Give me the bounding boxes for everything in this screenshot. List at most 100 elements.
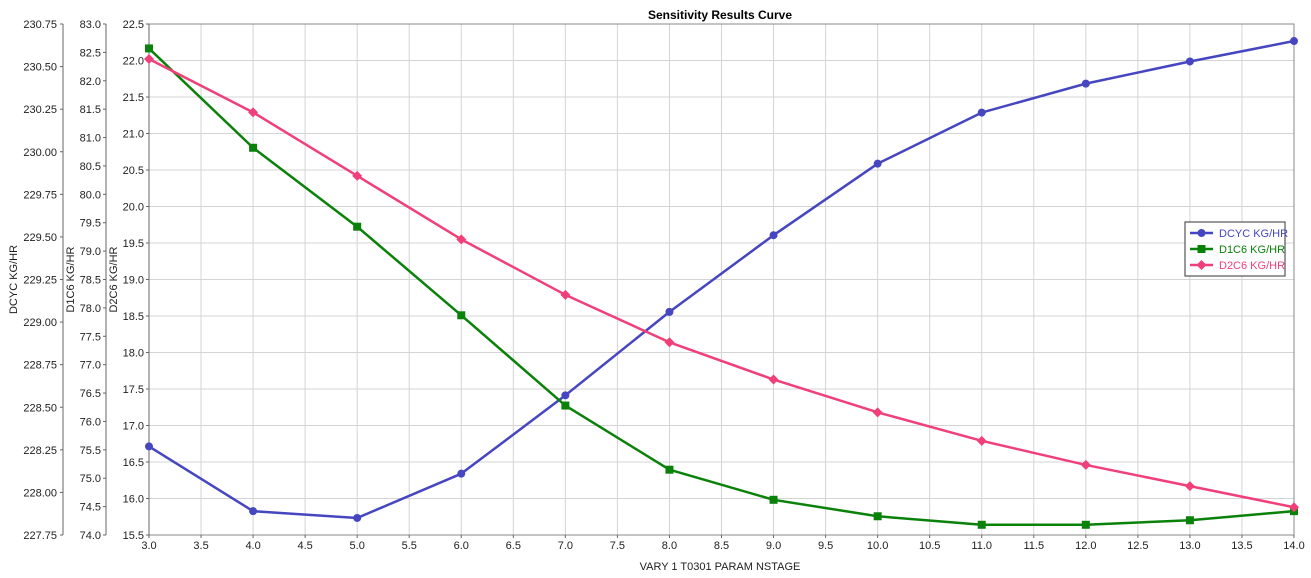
y-tick-label: 79.0	[80, 246, 101, 258]
x-tick-label: 7.0	[558, 540, 573, 552]
y-tick-label: 81.5	[80, 104, 101, 116]
x-tick-label: 11.0	[971, 540, 992, 552]
x-tick-label: 10.5	[919, 540, 940, 552]
y-tick-label: 230.00	[23, 147, 57, 159]
data-point	[1081, 520, 1090, 529]
data-point	[456, 234, 467, 245]
y-tick-label: 82.5	[80, 47, 101, 59]
y-tick-label: 76.0	[80, 416, 101, 428]
data-point	[665, 465, 674, 474]
axes: 3.0 3.5 4.0 4.5 5.0 5.5 6.0 6.5 7.0 7.5 8.0 8.5 9.0 9…	[8, 19, 1305, 552]
data-point	[144, 54, 154, 65]
legend-label: DCYC KG/HR	[1219, 228, 1288, 240]
data-point	[976, 435, 987, 446]
data-point	[1196, 260, 1207, 270]
data-point	[1197, 229, 1206, 237]
y-tick-label: 22.5	[123, 19, 144, 31]
legend-item: DCYC KG/HR	[1190, 228, 1288, 240]
x-axis-label: VARY 1 T0301 PARAM NSTAGE	[640, 561, 801, 573]
x-tick-label: 10.0	[867, 540, 888, 552]
x-tick-label: 12.5	[1127, 540, 1148, 552]
y-tick-label: 15.5	[123, 530, 144, 542]
y-tick-label: 19.5	[123, 238, 144, 250]
x-tick-label: 11.5	[1023, 540, 1044, 552]
data-point	[457, 469, 466, 478]
legend-label: D2C6 KG/HR	[1219, 260, 1285, 272]
data-point	[561, 391, 570, 400]
y-tick-label: 18.5	[123, 311, 144, 323]
x-tick-label: 5.0	[350, 540, 365, 552]
y-tick-label: 227.75	[23, 530, 57, 542]
series	[145, 44, 1298, 529]
x-tick-label: 9.0	[766, 540, 781, 552]
y-tick-label: 79.5	[80, 218, 101, 230]
y-tick-label: 80.0	[80, 189, 101, 201]
x-tick-label: 13.0	[1179, 540, 1200, 552]
x-tick-label: 5.5	[402, 540, 417, 552]
y-tick-label: 228.25	[23, 445, 57, 457]
legend-label: D1C6 KG/HR	[1219, 244, 1285, 256]
data-point	[768, 374, 779, 385]
y-tick-label: 78.5	[80, 275, 101, 287]
y-axis-label: DCYC KG/HR	[8, 245, 20, 314]
y-tick-label: 16.5	[123, 457, 144, 469]
y-tick-label: 16.0	[123, 494, 144, 506]
legend-item: D2C6 KG/HR	[1190, 260, 1285, 272]
x-tick-label: 8.5	[714, 540, 729, 552]
data-point	[664, 337, 675, 348]
y-tick-label: 21.5	[123, 92, 144, 104]
y-tick-label: 228.75	[23, 360, 57, 372]
y-tick-label: 230.75	[23, 19, 57, 31]
data-point	[145, 44, 153, 53]
y-tick-label: 78.0	[80, 303, 101, 315]
series	[145, 37, 1298, 522]
series	[144, 54, 1299, 513]
y-tick-label: 22.0	[123, 56, 144, 68]
data-point	[1081, 79, 1090, 88]
x-tick-label: 14.0	[1283, 540, 1304, 552]
data-point	[1080, 459, 1091, 470]
y-tick-label: 75.0	[80, 473, 101, 485]
y-tick-label: 20.0	[123, 202, 144, 214]
x-tick-label: 6.0	[454, 540, 469, 552]
data-point	[873, 512, 882, 521]
y-tick-label: 80.5	[80, 161, 101, 173]
data-point	[145, 442, 153, 451]
data-point	[249, 507, 258, 516]
y-tick-label: 229.00	[23, 317, 57, 329]
series-line	[148, 39, 1295, 520]
data-point	[1184, 481, 1195, 492]
series-line	[148, 47, 1295, 527]
data-point	[977, 520, 986, 529]
y-tick-label: 82.0	[80, 76, 101, 88]
y-tick-label: 229.50	[23, 232, 57, 244]
x-tick-label: 4.5	[297, 540, 312, 552]
y-tick-label: 77.0	[80, 360, 101, 372]
chart-title: Sensitivity Results Curve	[648, 8, 792, 22]
y-tick-label: 81.0	[80, 133, 101, 145]
data-point	[1197, 245, 1206, 253]
x-tick-label: 8.0	[662, 540, 677, 552]
data-point	[352, 170, 363, 181]
data-point	[1185, 516, 1194, 525]
data-point	[977, 108, 986, 117]
x-tick-label: 6.5	[506, 540, 521, 552]
y-tick-label: 17.0	[123, 421, 144, 433]
x-tick-label: 9.5	[818, 540, 833, 552]
series-layer	[144, 37, 1299, 529]
y-tick-label: 74.5	[80, 502, 101, 514]
y-tick-label: 230.50	[23, 62, 57, 74]
x-tick-label: 12.0	[1075, 540, 1096, 552]
y-axis-label: D2C6 KG/HR	[108, 246, 120, 312]
data-point	[457, 311, 466, 320]
data-point	[872, 407, 883, 418]
y-tick-label: 20.5	[123, 165, 144, 177]
x-tick-label: 13.5	[1231, 540, 1252, 552]
y-tick-label: 19.0	[123, 275, 144, 287]
data-point	[1185, 57, 1194, 66]
y-tick-label: 18.0	[123, 348, 144, 360]
data-point	[1290, 37, 1298, 46]
y-tick-label: 228.50	[23, 402, 57, 414]
